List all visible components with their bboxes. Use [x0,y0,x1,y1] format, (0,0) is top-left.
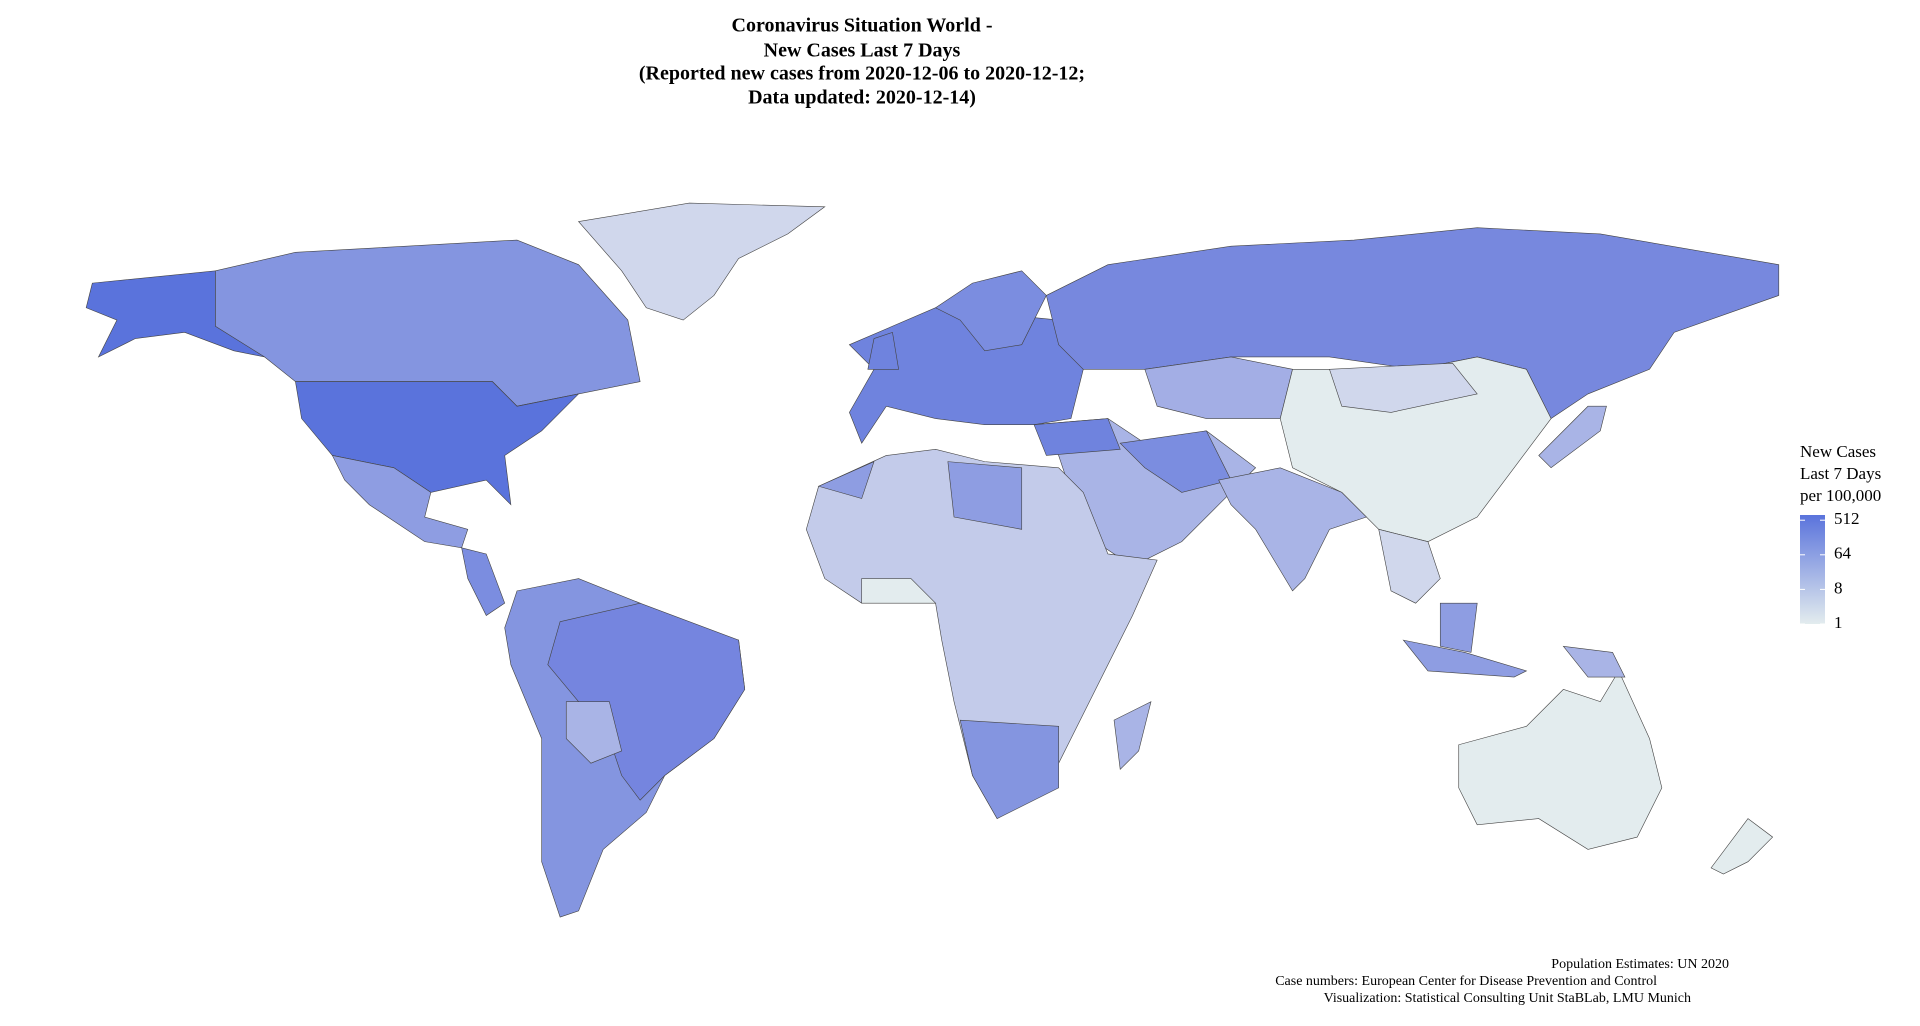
legend-title: per 100,000 [1800,486,1881,505]
title-line: Coronavirus Situation World - [732,15,993,37]
legend: New Cases Last 7 Days per 100,000 512 64 8… [1800,442,1881,632]
title-line: New Cases Last 7 Days [764,40,961,62]
legend-title: Last 7 Days [1800,464,1881,483]
title-line: (Reported new cases from 2020-12-06 to 2… [639,63,1085,85]
legend-tick-label: 8 [1834,578,1843,597]
credit-line: Visualization: Statistical Consulting Un… [1324,991,1691,1006]
legend-tick-label: 1 [1834,613,1843,632]
colorbar [1800,515,1825,624]
title: Coronavirus Situation World - New Cases … [639,15,1085,109]
legend-title: New Cases [1800,442,1876,461]
legend-tick-label: 512 [1834,509,1860,528]
world-map [85,202,1780,918]
credit-line: Case numbers: European Center for Diseas… [1275,974,1657,989]
legend-tick-label: 64 [1834,544,1852,563]
credits: Population Estimates: UN 2020 Case number… [1275,957,1729,1006]
title-line: Data updated: 2020-12-14) [748,87,976,109]
credit-line: Population Estimates: UN 2020 [1551,957,1729,972]
